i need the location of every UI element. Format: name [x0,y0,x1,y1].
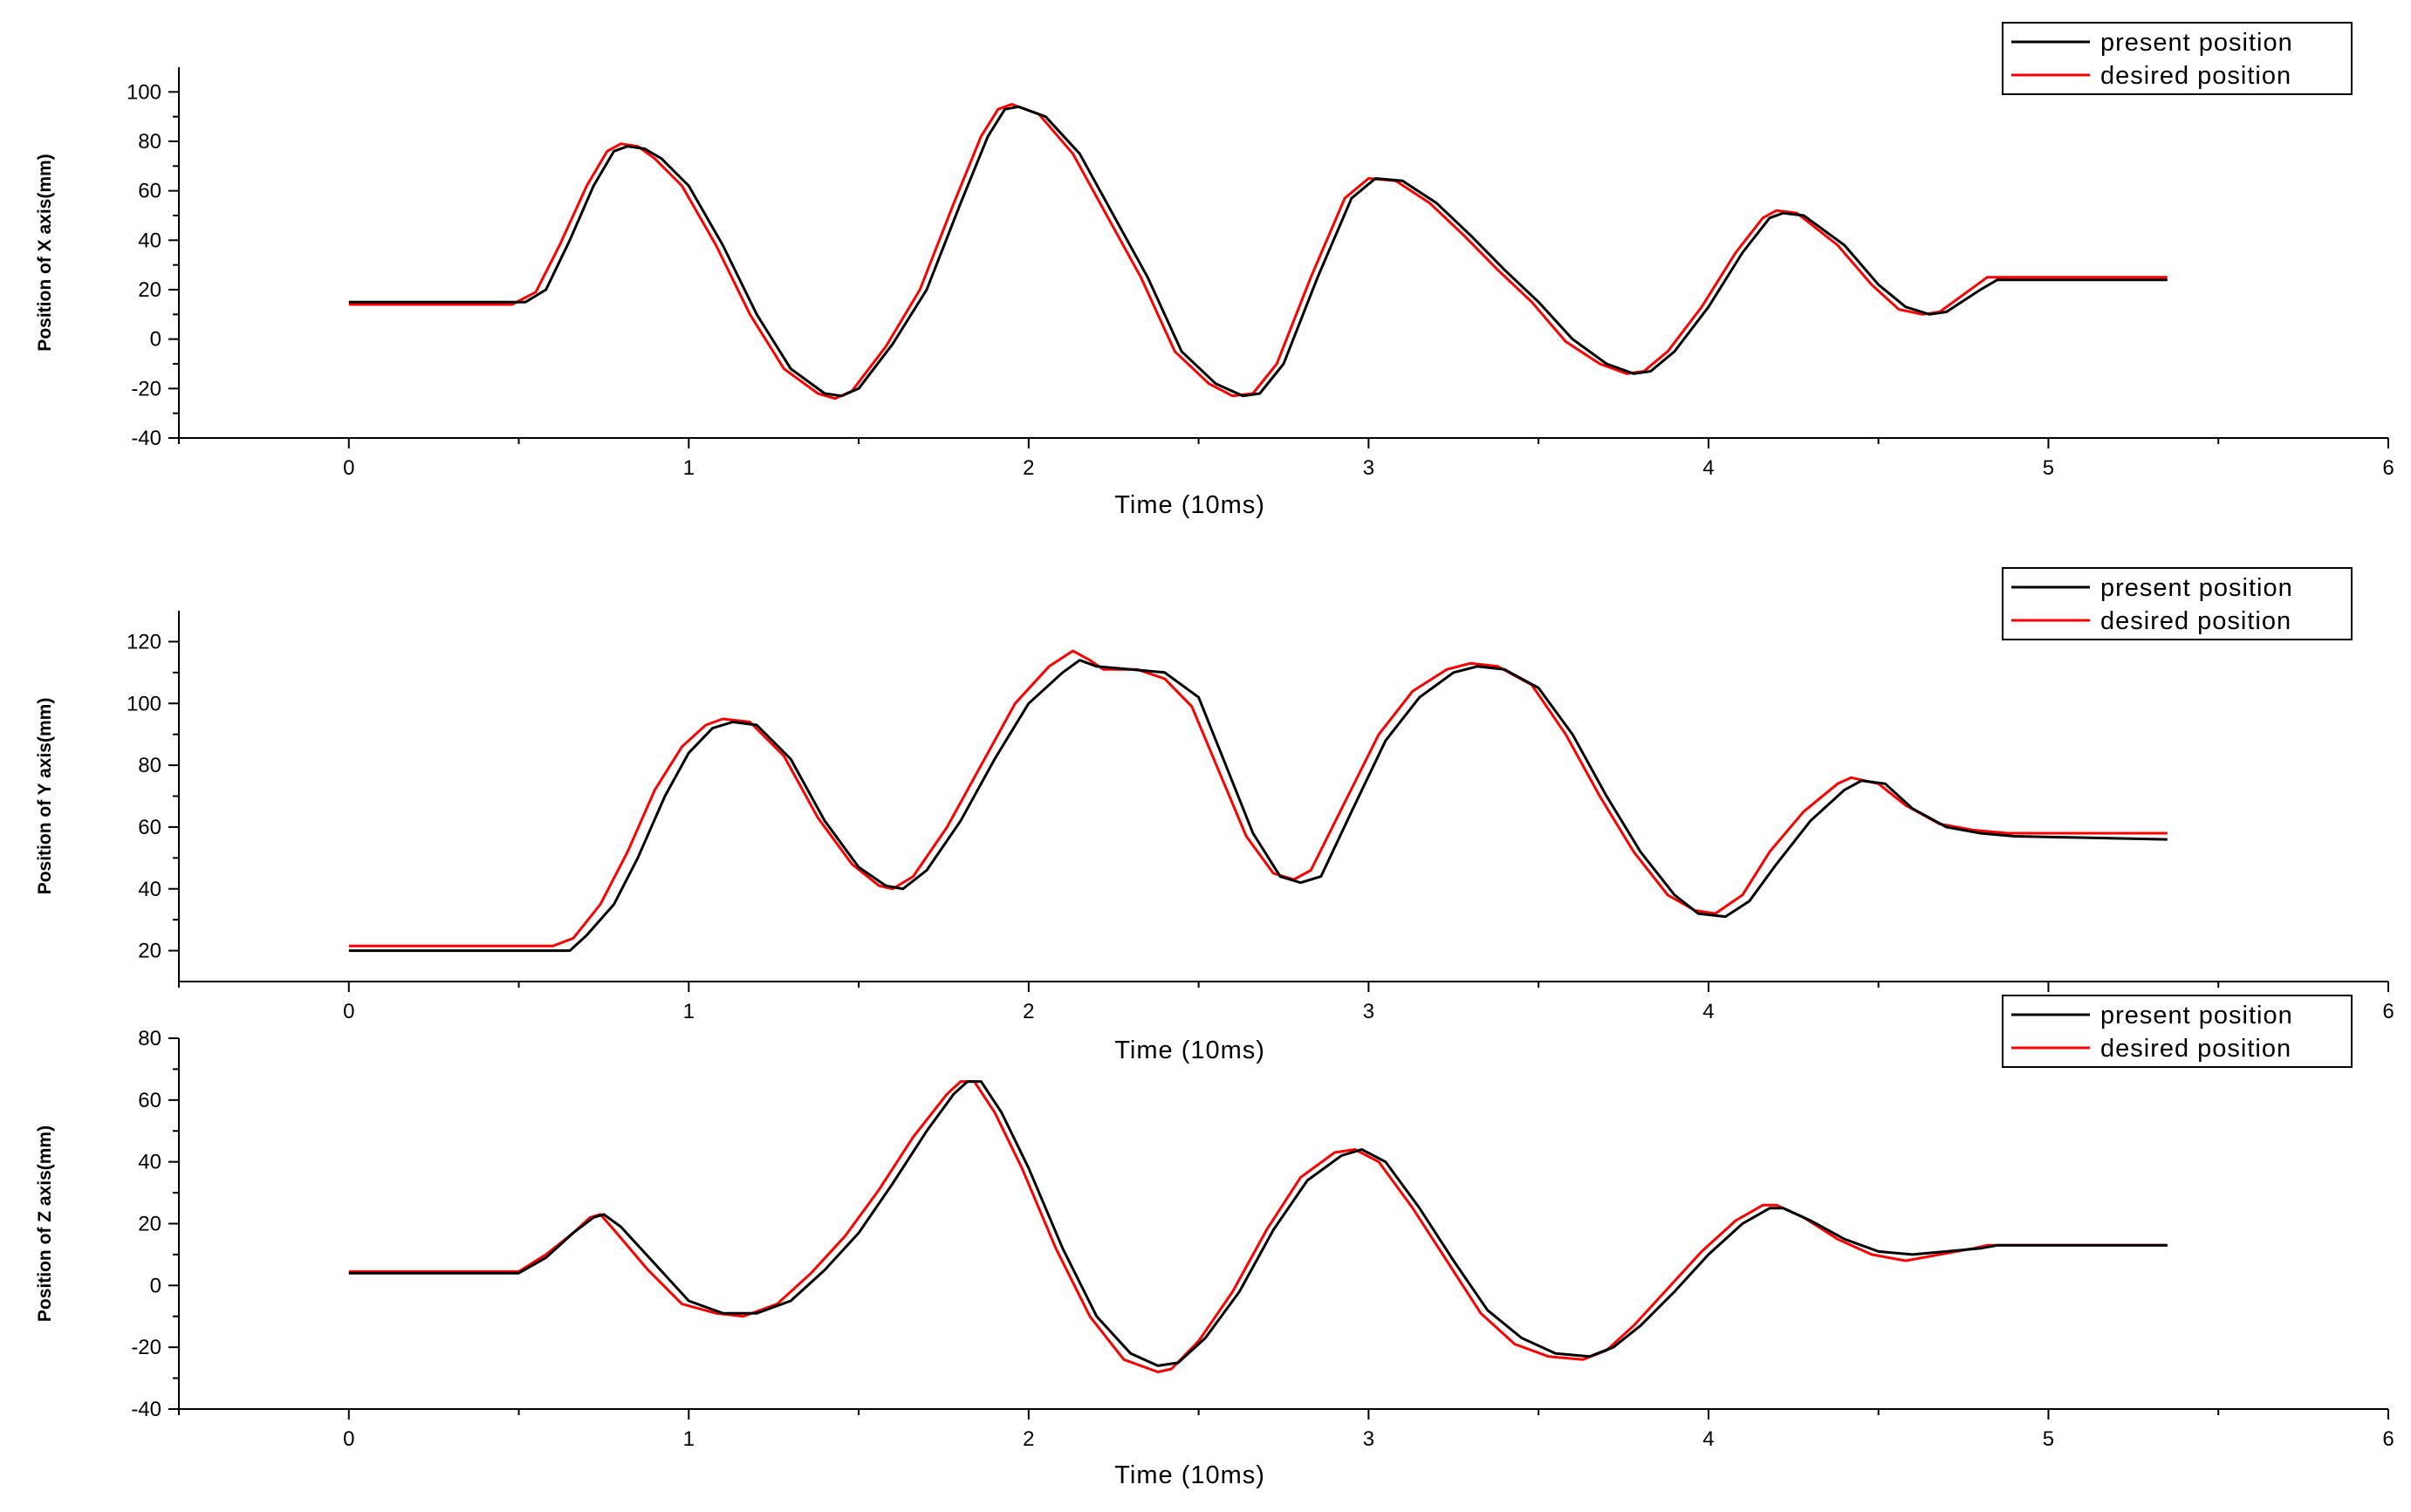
y-axis-label: Position of Y axis(mm) [35,698,55,895]
x-tick-label: 6 [2382,1000,2394,1023]
legend-label: present position [2100,574,2293,602]
y-tick-label: 20 [138,940,161,963]
legend-box [2002,567,2353,640]
x-tick-label: 5 [2043,456,2054,480]
x-tick-label: 0 [343,1427,354,1451]
series-line-present-position [348,659,2168,953]
y-tick-label: 0 [150,1274,161,1297]
y-tick-label: -40 [131,1398,161,1421]
x-axis-label: Time (10ms) [1114,491,1265,519]
y-tick-label: -20 [131,1336,161,1359]
y-tick-label: 80 [138,1027,161,1050]
x-axis-label: Time (10ms) [1114,1461,1265,1489]
legend: present position desired position [2002,567,2353,640]
y-axis-label: Position of Z axis(mm) [35,1125,55,1322]
y-tick-label: 60 [138,816,161,839]
y-tick-label: 60 [138,1089,161,1112]
chart-panel-2: 012345620406080100120Time (10ms)Position… [35,567,2394,1064]
x-tick-label: 0 [343,456,354,480]
y-tick-label: -20 [131,377,161,400]
y-tick-label: -40 [131,427,161,450]
series-line-desired-position [348,1080,2168,1373]
legend-box [2002,22,2353,95]
y-tick-label: 0 [150,328,161,352]
legend: present position desired position [2002,995,2353,1068]
y-tick-label: 20 [138,1213,161,1236]
legend-label: desired position [2100,1035,2291,1063]
y-tick-label: 60 [138,180,161,203]
y-tick-label: 40 [138,878,161,901]
x-tick-label: 3 [1363,1427,1374,1451]
x-axis-label: Time (10ms) [1114,1037,1265,1064]
series-line-desired-position [348,649,2168,948]
legend: present position desired position [2002,22,2353,95]
x-tick-label: 1 [683,1427,695,1451]
legend-box [2002,995,2353,1068]
legend-label: present position [2100,1002,2293,1030]
x-tick-label: 4 [1702,1427,1714,1451]
legend-label: present position [2100,29,2293,57]
x-tick-label: 6 [2382,1427,2394,1451]
series-line-present-position [348,1080,2168,1367]
x-tick-label: 0 [343,1000,354,1023]
x-tick-label: 3 [1363,456,1374,480]
legend-label: desired position [2100,62,2291,90]
x-tick-label: 1 [683,456,695,480]
y-tick-label: 100 [127,692,161,715]
series-line-present-position [348,105,2168,398]
y-tick-label: 80 [138,754,161,777]
x-tick-label: 5 [2043,1427,2054,1451]
x-tick-label: 4 [1702,456,1714,480]
x-tick-label: 2 [1023,456,1034,480]
y-tick-label: 40 [138,1151,161,1174]
x-tick-label: 3 [1363,1000,1374,1023]
y-tick-label: 100 [127,80,161,104]
legend-label: desired position [2100,607,2291,635]
chart-panel-1: 0 1 2 3 4 5 6 -40 -20 0 20 40 60 80 100 Time (10ms) Posi… [35,22,2394,519]
y-tick-label: 120 [127,630,161,653]
y-tick-label: 80 [138,130,161,154]
x-tick-label: 6 [2382,456,2394,480]
y-tick-label: 40 [138,229,161,252]
x-tick-label: 2 [1023,1427,1034,1451]
series-line-desired-position [348,103,2168,400]
x-tick-label: 1 [683,1000,695,1023]
y-tick-label: 20 [138,278,161,302]
y-axis-label: Position of X axis(mm) [35,154,55,351]
x-tick-label: 4 [1702,1000,1714,1023]
x-tick-label: 2 [1023,1000,1034,1023]
